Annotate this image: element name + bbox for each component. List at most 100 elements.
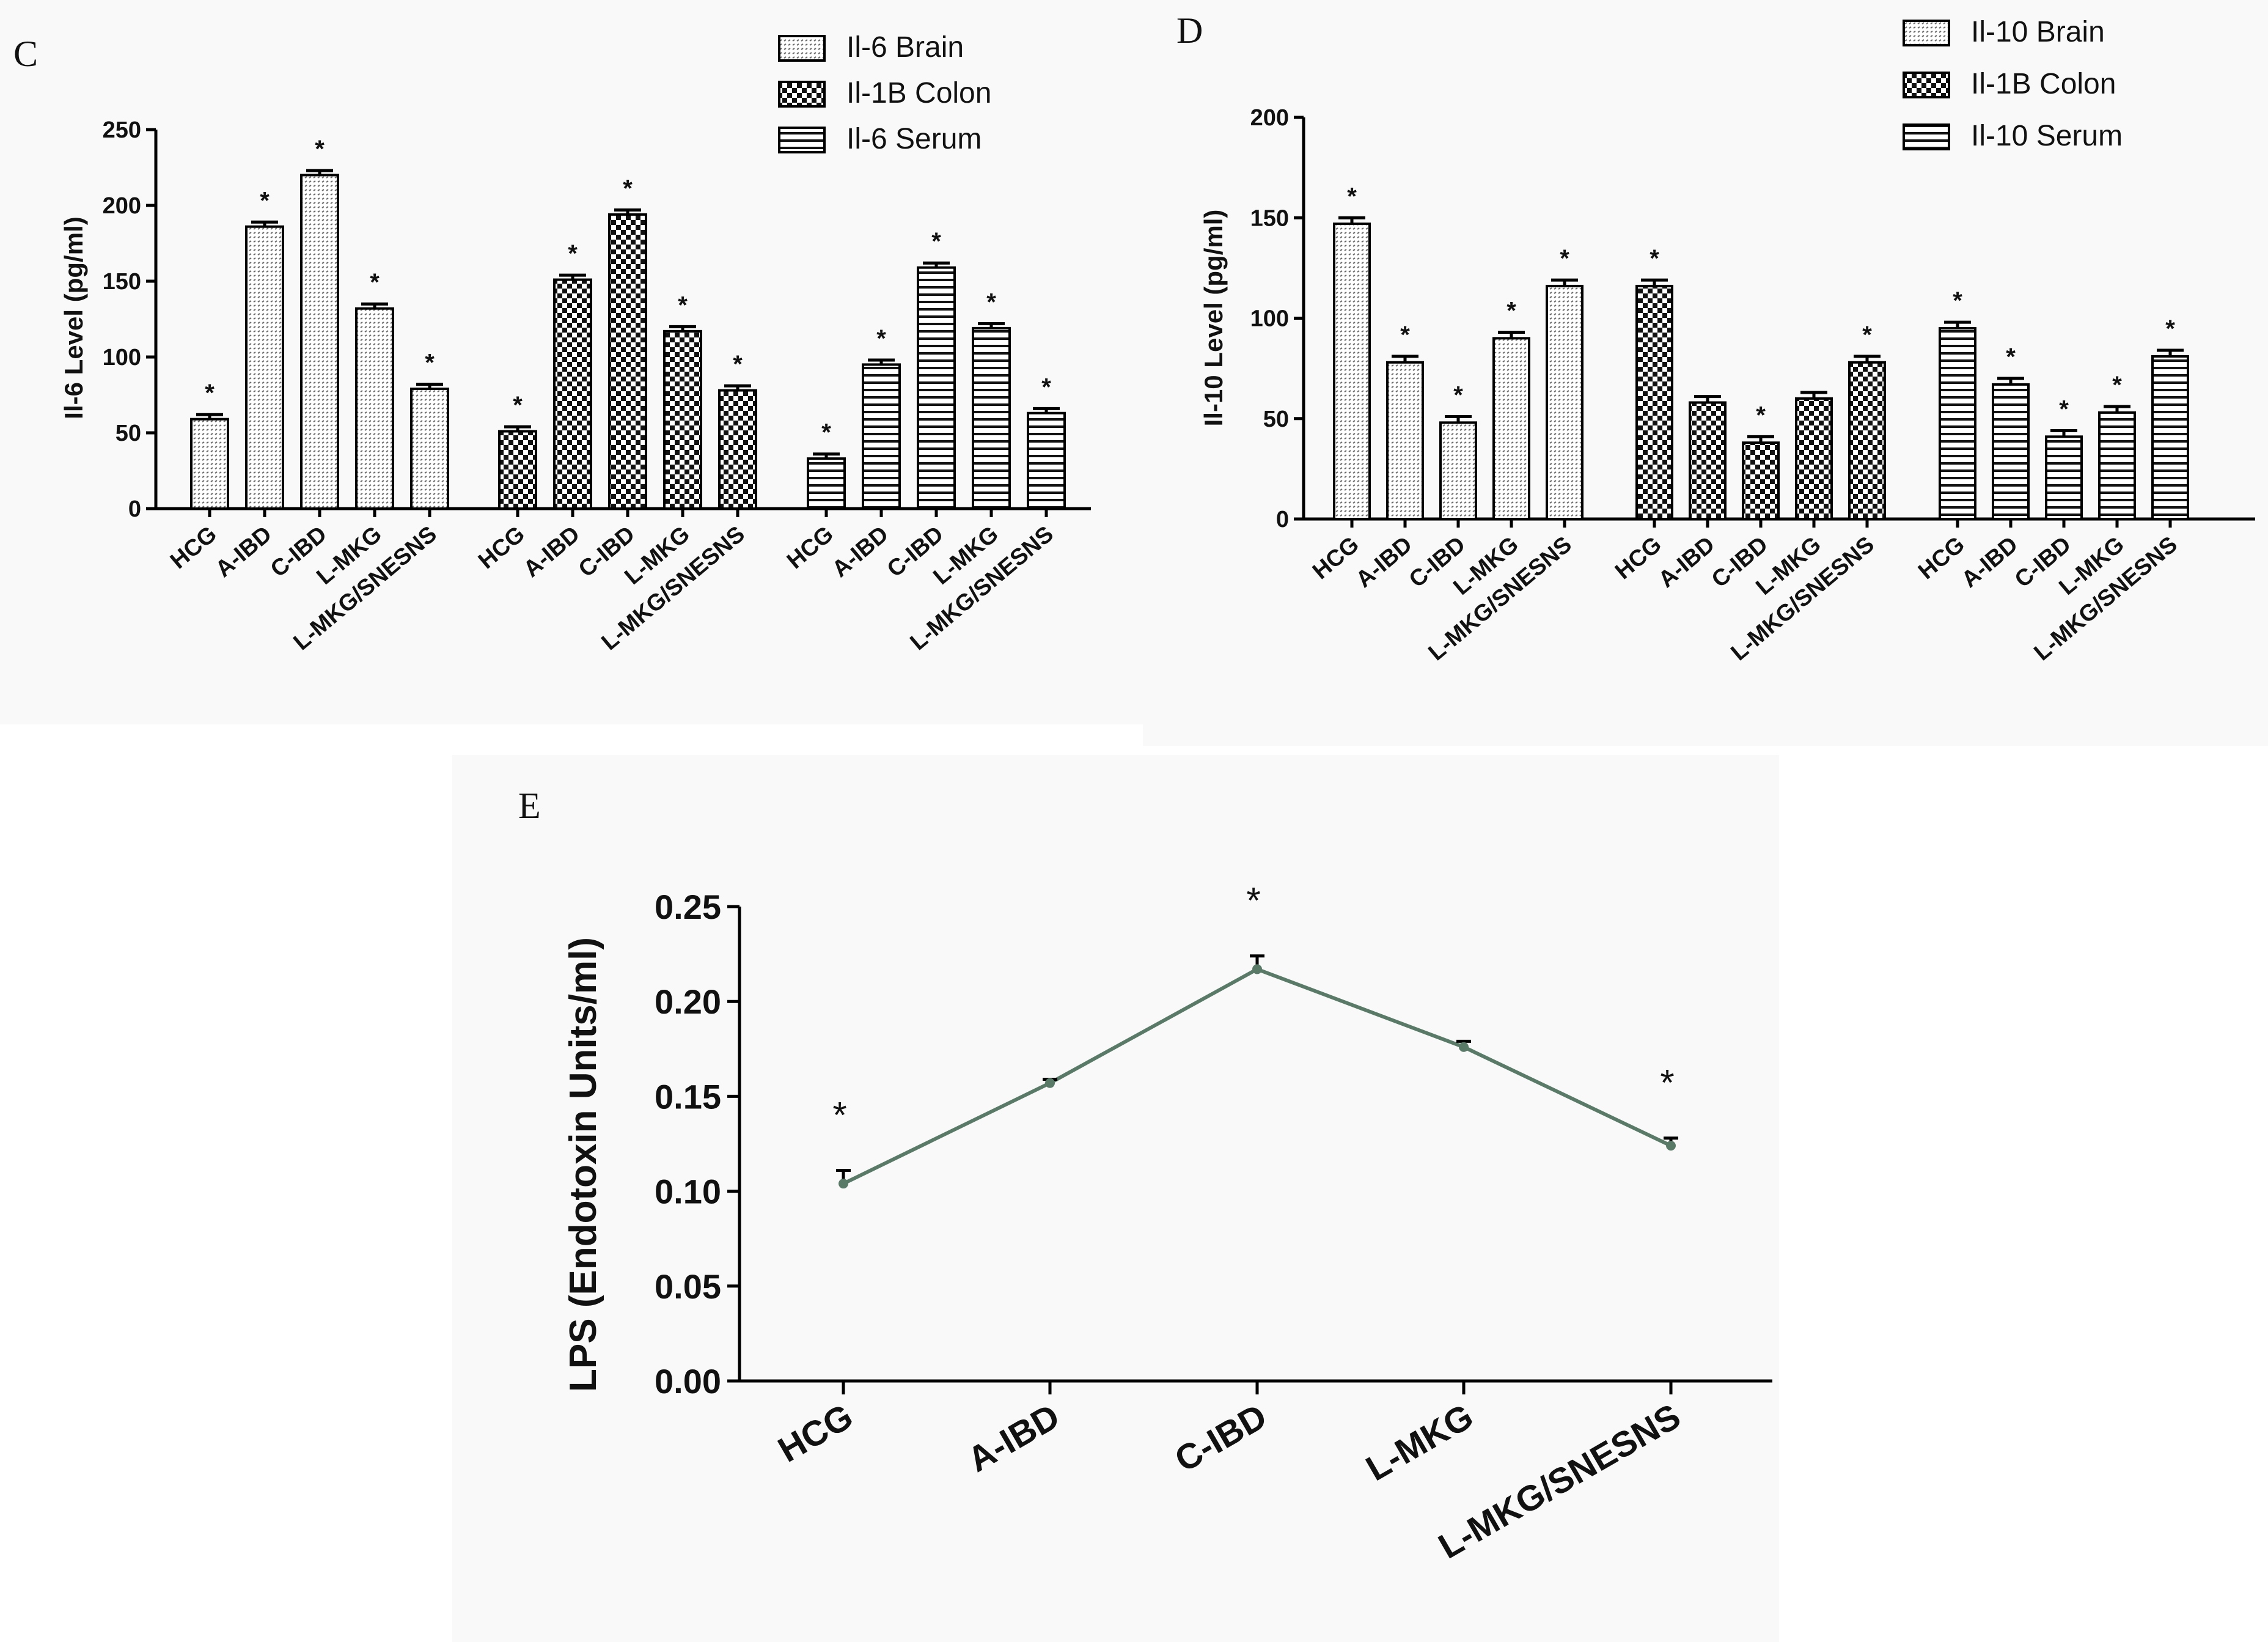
panel-d-bar-il-10-brain-l-mkg-snesns bbox=[1546, 284, 1584, 520]
panel-e-significance-star: * bbox=[832, 1094, 846, 1135]
panel-c-bar-il-1b-colon-c-ibd bbox=[608, 213, 647, 510]
panel-d-bar-il-10-brain-hcg bbox=[1333, 223, 1371, 520]
panel-d-legend-swatch-il-10-serum bbox=[1903, 123, 1950, 150]
panel-d-significance-star: * bbox=[1560, 245, 1569, 272]
panel-c-significance-star: * bbox=[568, 240, 578, 267]
panel-c-significance-star: * bbox=[821, 419, 831, 446]
panel-c-legend-label-il-6-serum: Il-6 Serum bbox=[846, 123, 982, 155]
panel-d-significance-star: * bbox=[1862, 322, 1872, 348]
panel-d-significance-star: * bbox=[1506, 297, 1516, 324]
panel-c-bar-il-6-serum-l-mkg-snesns bbox=[1027, 411, 1066, 510]
panel-d-bar-il-1b-colon-l-mkg bbox=[1795, 397, 1833, 521]
panel-c-significance-star: * bbox=[678, 292, 688, 318]
panel-e-y-tick-label: 0.25 bbox=[655, 888, 721, 926]
panel-d-significance-star: * bbox=[1953, 287, 1962, 314]
panel-c-y-tick-label: 250 bbox=[103, 117, 141, 143]
panel-d-significance-star: * bbox=[2112, 372, 2122, 399]
panel-d-significance-star: * bbox=[1453, 381, 1463, 408]
panel-d-bar-il-10-brain-a-ibd bbox=[1386, 361, 1424, 521]
panel-c-legend-swatch-il-6-serum bbox=[778, 127, 826, 153]
panel-c-significance-star: * bbox=[986, 289, 996, 315]
panel-c-y-axis-label: Il-6 Level (pg/ml) bbox=[59, 216, 88, 419]
panel-c-bar-il-6-brain-a-ibd bbox=[245, 225, 284, 510]
panel-d-bar-il-10-serum-c-ibd bbox=[2045, 435, 2083, 520]
panel-e-point-l-mkg bbox=[1459, 1042, 1469, 1052]
panel-d-bar-il-1b-colon-c-ibd bbox=[1742, 441, 1780, 520]
panel-c-bar-il-6-brain-l-mkg bbox=[355, 307, 394, 510]
panel-c-significance-star: * bbox=[370, 269, 380, 296]
panel-c-significance-star: * bbox=[205, 380, 215, 407]
panel-c-bar-il-6-serum-a-ibd bbox=[862, 363, 901, 510]
panel-e-y-tick-label: 0.00 bbox=[655, 1362, 721, 1401]
panel-c-legend-swatch-il-1b-colon bbox=[778, 81, 826, 108]
panel-d-significance-star: * bbox=[2059, 396, 2069, 422]
panel-d-y-tick-label: 150 bbox=[1250, 205, 1289, 231]
panel-c-significance-star: * bbox=[931, 228, 941, 255]
panel-c-significance-star: * bbox=[315, 136, 325, 163]
panel-d-bar-il-10-serum-a-ibd bbox=[1992, 383, 2030, 521]
panel-d-legend-label-il-10-brain: Il-10 Brain bbox=[1971, 16, 2105, 48]
panel-d-y-axis-label: Il-10 Level (pg/ml) bbox=[1199, 210, 1228, 427]
panel-d-y-tick-label: 100 bbox=[1250, 306, 1289, 332]
panel-d-legend-label-il-1b-colon: Il-1B Colon bbox=[1971, 68, 2116, 100]
panel-c-legend-swatch-il-6-brain bbox=[778, 35, 826, 62]
panel-c-significance-star: * bbox=[733, 351, 743, 378]
panel-e-point-a-ibd bbox=[1045, 1078, 1055, 1088]
panel-d-bar-il-1b-colon-hcg bbox=[1635, 284, 1673, 520]
panel-c-bar-il-1b-colon-l-mkg bbox=[663, 330, 702, 510]
panel-c-bar-il-1b-colon-a-ibd bbox=[553, 278, 592, 510]
panel-c-significance-star: * bbox=[425, 350, 435, 377]
panel-e-y-tick-label: 0.15 bbox=[655, 1077, 721, 1116]
panel-e-significance-star: * bbox=[1246, 880, 1260, 921]
panel-c-bar-il-1b-colon-l-mkg-snesns bbox=[718, 389, 757, 510]
panel-c-significance-star: * bbox=[513, 392, 523, 419]
panel-e-background bbox=[452, 755, 1779, 1642]
panel-c-y-tick-label: 100 bbox=[103, 345, 141, 370]
panel-e-point-l-mkg-snesns bbox=[1666, 1141, 1676, 1151]
panel-d-y-tick-label: 0 bbox=[1276, 507, 1289, 532]
panel-c-bar-il-6-serum-hcg bbox=[807, 457, 846, 510]
panel-d-legend-swatch-il-1b-colon bbox=[1903, 72, 1950, 98]
panel-d-significance-star: * bbox=[1756, 402, 1766, 429]
panel-c-legend-label-il-6-brain: Il-6 Brain bbox=[846, 31, 964, 64]
panel-c-y-tick-label: 150 bbox=[103, 269, 141, 295]
panel-d-background bbox=[1143, 0, 2268, 746]
panel-c-significance-star: * bbox=[260, 187, 270, 214]
panel-d-bar-il-10-brain-l-mkg bbox=[1492, 337, 1530, 520]
panel-c-legend-label-il-1b-colon: Il-1B Colon bbox=[846, 77, 991, 109]
panel-e-significance-star: * bbox=[1660, 1062, 1674, 1103]
panel-d-legend-swatch-il-10-brain bbox=[1903, 20, 1950, 46]
panel-c-significance-star: * bbox=[876, 325, 886, 352]
panel-d-y-tick-label: 200 bbox=[1250, 105, 1289, 131]
panel-d-bar-il-1b-colon-a-ibd bbox=[1689, 401, 1727, 520]
panel-d-y-tick-label: 50 bbox=[1263, 407, 1289, 432]
panel-c-label: C bbox=[13, 34, 38, 74]
panel-d-significance-star: * bbox=[1400, 322, 1410, 348]
panel-c-significance-star: * bbox=[623, 175, 633, 202]
panel-d-bar-il-10-brain-c-ibd bbox=[1439, 421, 1477, 520]
panel-d-significance-star: * bbox=[1347, 183, 1357, 210]
panel-e-y-tick-label: 0.20 bbox=[655, 982, 721, 1021]
panel-d-bar-il-10-serum-l-mkg bbox=[2098, 411, 2136, 521]
panel-d-bar-il-10-serum-hcg bbox=[1939, 326, 1976, 520]
panel-e-y-tick-label: 0.05 bbox=[655, 1267, 721, 1306]
panel-c-bar-il-1b-colon-hcg bbox=[498, 430, 537, 510]
panel-d-significance-star: * bbox=[2006, 344, 2016, 370]
panel-e-point-hcg bbox=[839, 1179, 848, 1189]
panel-d-bar-il-1b-colon-l-mkg-snesns bbox=[1848, 361, 1886, 521]
panel-c-bar-il-6-serum-l-mkg bbox=[972, 326, 1011, 510]
panel-d-label: D bbox=[1176, 10, 1203, 51]
panel-c-bar-il-6-brain-l-mkg-snesns bbox=[410, 388, 449, 510]
panel-d-significance-star: * bbox=[1650, 245, 1659, 272]
panel-c-bar-il-6-brain-c-ibd bbox=[300, 174, 339, 510]
panel-d-bar-il-10-serum-l-mkg-snesns bbox=[2151, 355, 2189, 520]
panel-c-bar-il-6-serum-c-ibd bbox=[917, 266, 956, 510]
panel-d-significance-star: * bbox=[2165, 315, 2175, 342]
panel-c-significance-star: * bbox=[1041, 374, 1051, 400]
panel-c-y-tick-label: 50 bbox=[116, 421, 141, 446]
panel-e-y-tick-label: 0.10 bbox=[655, 1173, 721, 1211]
panel-c-y-tick-label: 200 bbox=[103, 193, 141, 219]
panel-e-label: E bbox=[518, 786, 541, 826]
panel-c-bar-il-6-brain-hcg bbox=[190, 418, 229, 510]
